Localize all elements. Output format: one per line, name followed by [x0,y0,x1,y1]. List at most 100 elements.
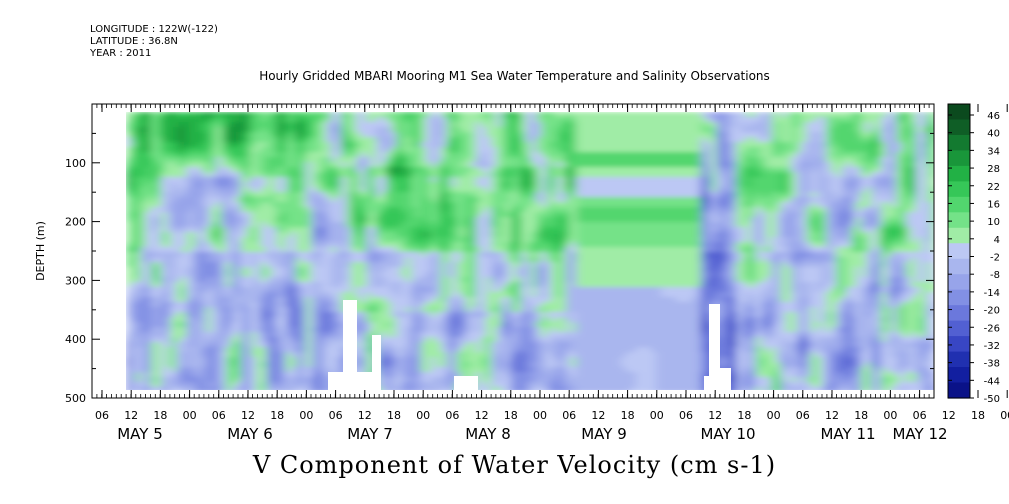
field-cell [401,232,407,238]
field-cell [466,282,472,288]
field-cell [441,152,447,158]
field-cell [241,192,247,198]
field-cell [296,247,302,253]
field-cell [201,182,207,188]
field-cell [356,292,362,298]
field-cell [251,132,257,138]
field-cell [141,322,147,328]
field-cell [366,347,372,353]
field-cell [466,157,472,163]
field-cell [376,147,382,153]
field-cell [216,262,222,268]
field-cell [496,387,502,390]
field-cell [171,237,177,243]
field-cell [171,277,177,283]
field-cell [126,357,132,363]
field-cell [296,227,302,233]
field-cell [301,337,307,343]
field-cell [546,182,552,188]
field-cell [316,262,322,268]
field-cell [491,187,497,193]
field-cell [436,377,442,383]
field-cell [306,232,312,238]
field-cell [206,347,212,353]
field-cell [346,227,352,233]
field-cell [136,177,142,183]
field-cell [136,197,142,203]
field-cell [136,317,142,323]
field-cell [271,182,277,188]
field-cell [361,257,367,263]
field-cell [251,322,257,328]
field-cell [221,202,227,208]
field-cell [356,137,362,143]
field-cell [371,122,377,128]
field-cell [356,172,362,178]
field-cell [246,312,252,318]
field-cell [276,242,282,248]
field-cell [216,162,222,168]
field-cell [266,302,272,308]
field-cell [351,232,357,238]
field-cell [476,172,482,178]
field-cell [426,207,432,213]
field-cell [176,247,182,253]
field-cell [331,317,337,323]
field-cell [536,362,542,368]
field-cell [236,187,242,193]
field-cell [196,312,202,318]
field-cell [206,357,212,363]
field-cell [546,142,552,148]
field-cell [141,122,147,128]
field-cell [231,162,237,168]
field-cell [176,287,182,293]
field-cell [426,212,432,218]
field-cell [561,167,567,173]
field-cell [236,257,242,263]
field-cell [136,252,142,258]
field-cell [311,192,317,198]
field-cell [206,352,212,358]
field-cell [491,387,497,390]
field-cell [171,182,177,188]
field-cell [311,377,317,383]
field-cell [201,272,207,278]
field-cell [236,367,242,373]
field-cell [476,387,482,390]
field-cell [531,147,537,153]
field-cell [491,307,497,313]
field-cell [336,352,342,358]
field-cell [216,132,222,138]
field-cell [391,197,397,203]
field-cell [236,292,242,298]
field-cell [411,252,417,258]
field-cell [296,292,302,298]
field-cell [171,257,177,263]
field-cell [296,132,302,138]
field-cell [246,182,252,188]
field-cell [516,377,522,383]
field-cell [541,112,547,118]
field-cell [406,147,412,153]
field-cell [531,257,537,263]
field-cell [336,327,342,333]
field-cell [431,207,437,213]
field-cell [316,252,322,258]
field-cell [246,252,252,258]
field-cell [171,207,177,213]
field-cell [466,192,472,198]
field-cell [446,232,452,238]
field-cell [496,297,502,303]
field-cell [411,372,417,378]
field-cell [451,127,457,133]
field-cell [381,162,387,168]
field-cell [156,117,162,123]
field-cell [301,297,307,303]
field-cell [426,262,432,268]
field-cell [481,297,487,303]
field-cell [176,342,182,348]
field-cell [431,242,437,248]
field-cell [311,132,317,138]
field-cell [171,302,177,308]
field-cell [466,232,472,238]
